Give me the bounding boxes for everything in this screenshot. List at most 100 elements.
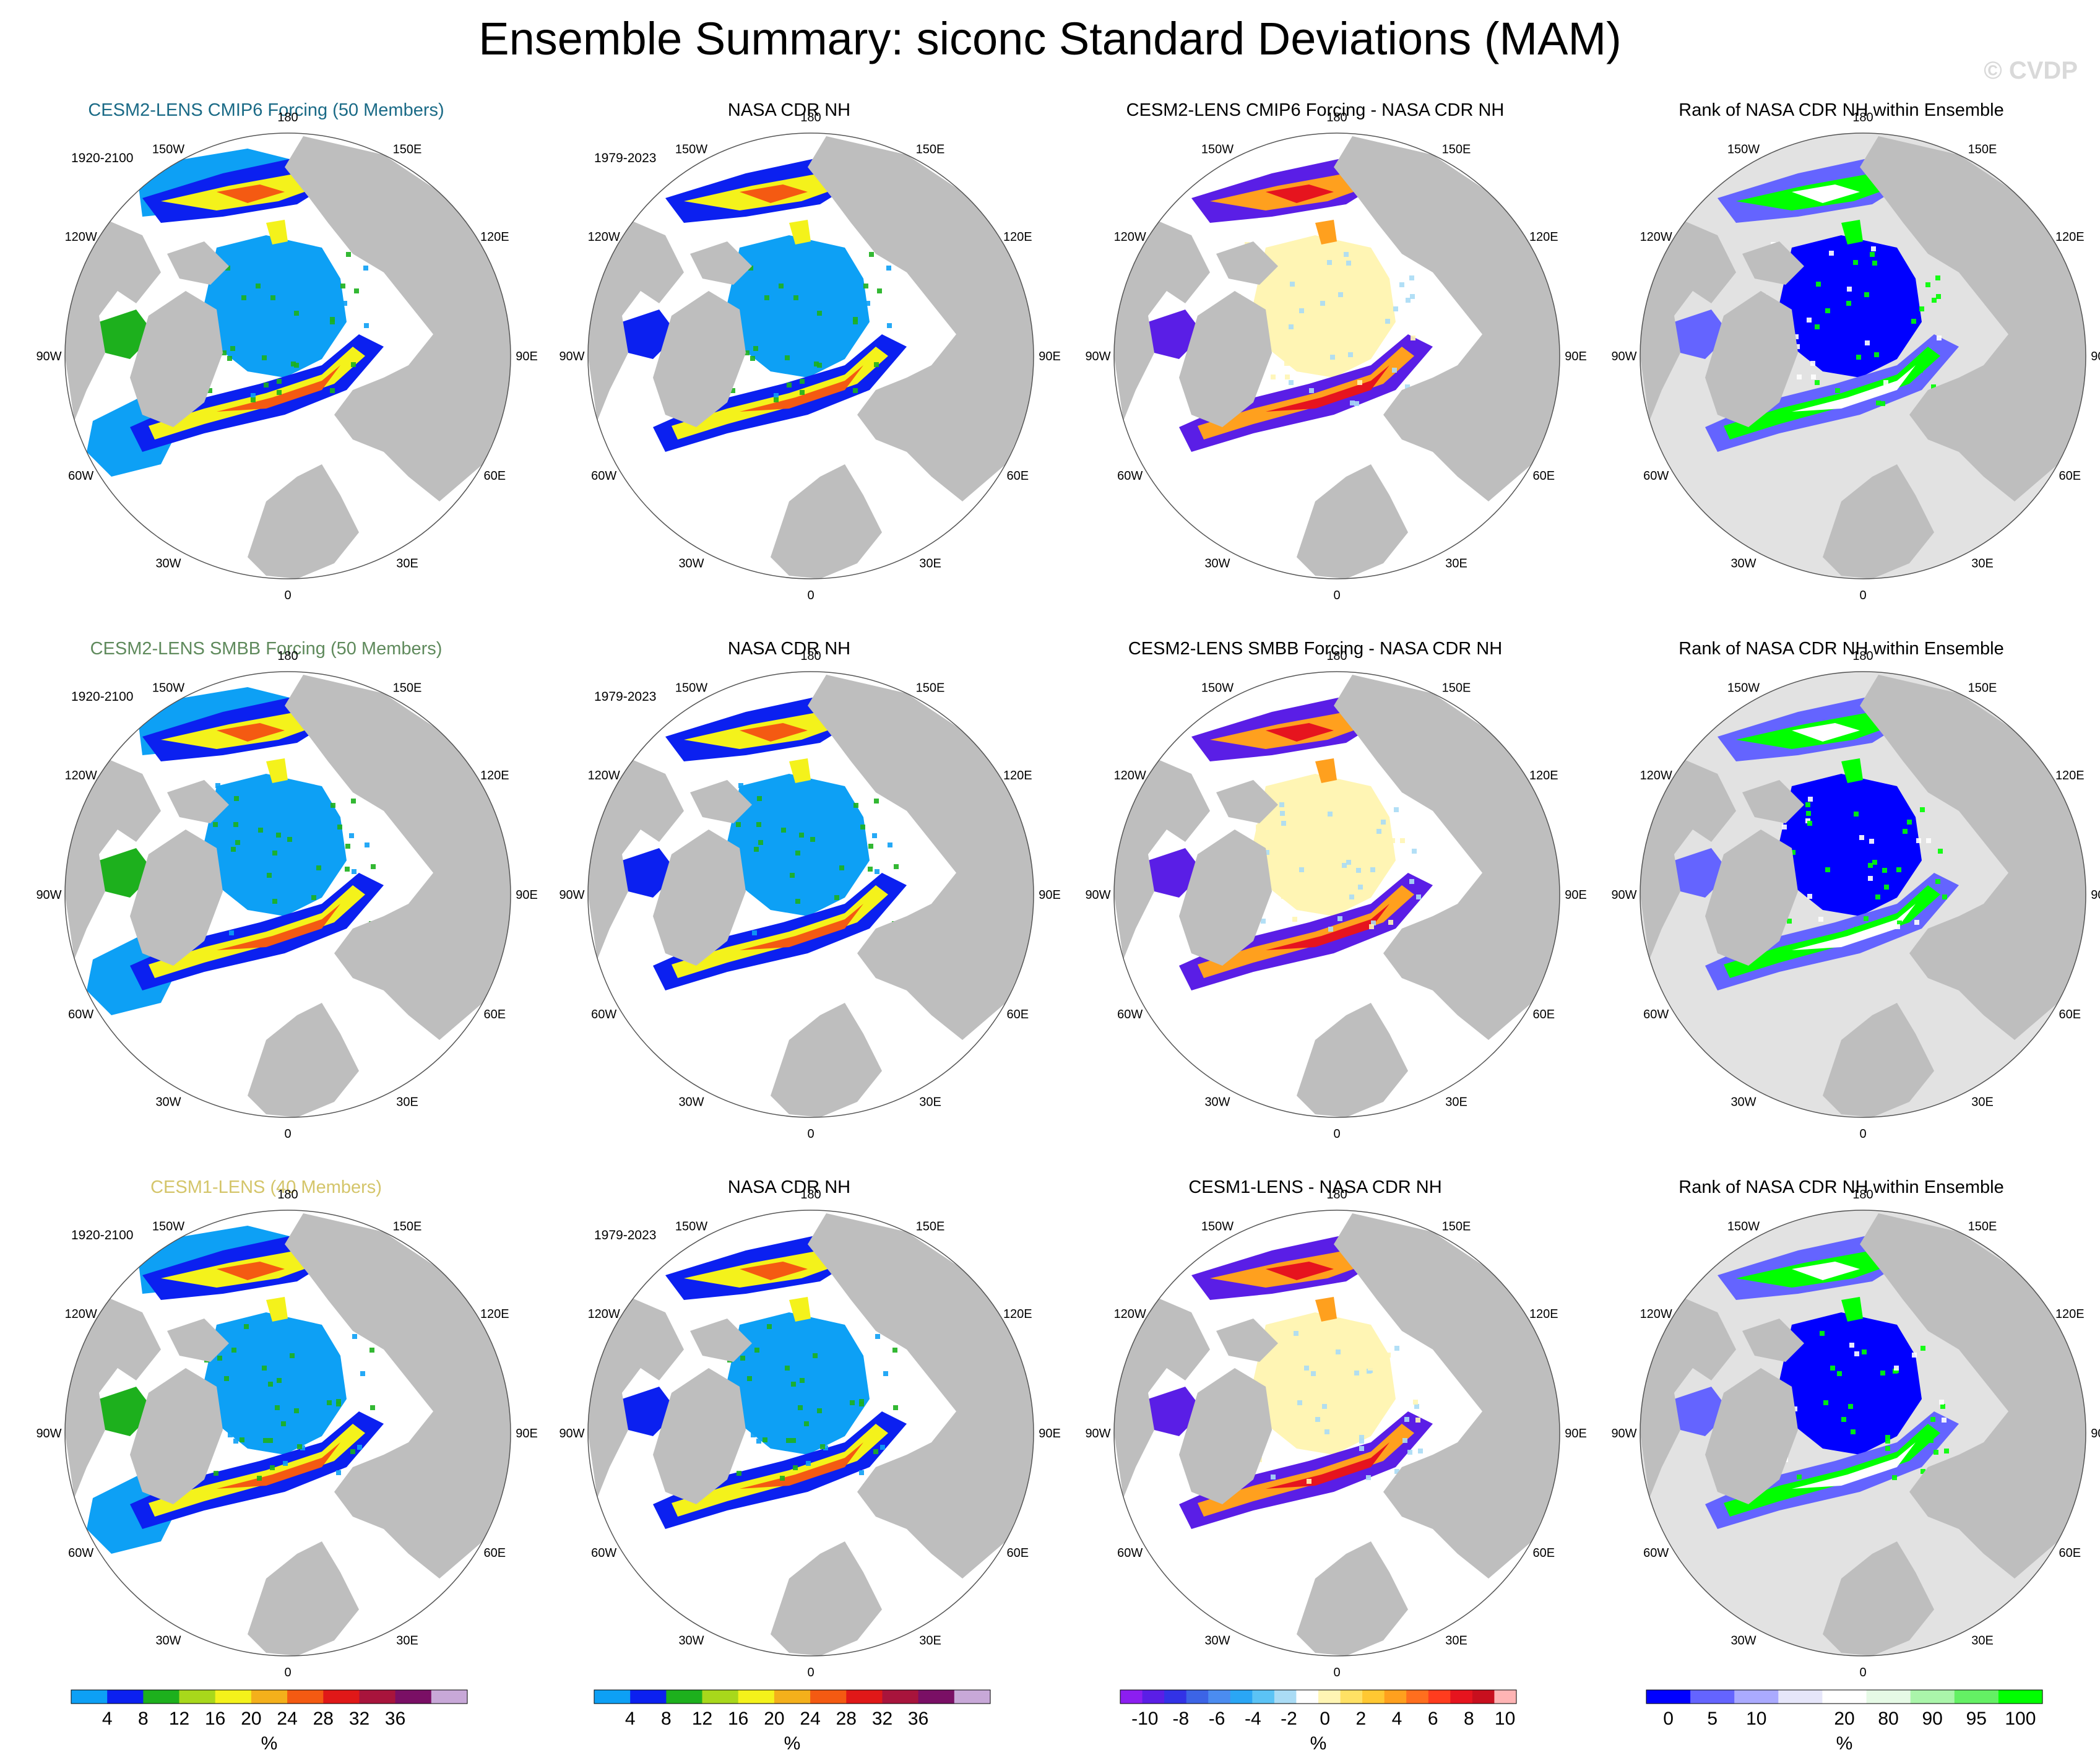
colorbar-tick-label: 16 <box>205 1709 225 1729</box>
obs-map: 180 150E 120E 90E 60E 30E 0 30W 60W 90W 120W 150W <box>559 649 1060 1141</box>
colorbar-tick-label: -2 <box>1281 1709 1297 1729</box>
longitude-label: 60E <box>484 469 506 483</box>
colorbar-swatch <box>1406 1690 1429 1704</box>
longitude-label: 30E <box>1445 1634 1467 1647</box>
longitude-label: 150E <box>393 143 422 157</box>
longitude-label: 60W <box>1117 469 1143 483</box>
colorbar-swatch <box>1384 1690 1407 1704</box>
longitude-label: 150W <box>1727 143 1760 157</box>
colorbar-tick-label: 95 <box>1966 1709 1987 1729</box>
colorbar-swatch <box>1252 1690 1275 1704</box>
longitude-label: 0 <box>807 589 814 602</box>
longitude-label: 90E <box>1565 350 1587 363</box>
longitude-label: 60E <box>1007 469 1029 483</box>
period-label: 1920-2100 <box>71 690 134 704</box>
colorbar-swatch <box>1120 1690 1143 1704</box>
colorbar-tick-label: 20 <box>1834 1709 1854 1729</box>
colorbar-units: % <box>1310 1733 1327 1754</box>
longitude-label: 30E <box>1971 1634 1994 1647</box>
colorbar-units: % <box>784 1733 801 1754</box>
longitude-label: 0 <box>1859 1127 1866 1141</box>
longitude-label: 90E <box>516 888 538 902</box>
longitude-label: 60W <box>1643 1546 1669 1560</box>
longitude-label: 0 <box>284 589 291 602</box>
longitude-label: 30W <box>155 1095 181 1109</box>
colorbar-swatch <box>359 1690 396 1704</box>
longitude-label: 120E <box>480 230 509 244</box>
longitude-label: 0 <box>1859 1666 1866 1679</box>
longitude-label: 60W <box>591 469 616 483</box>
longitude-label: 60E <box>1533 1008 1555 1021</box>
figure-title: Ensemble Summary: siconc Standard Deviat… <box>478 13 1622 64</box>
longitude-label: 90E <box>516 1427 538 1440</box>
colorbar-swatch <box>1142 1690 1165 1704</box>
colorbar-tick-label: -8 <box>1173 1709 1190 1729</box>
colorbar-swatch <box>431 1690 468 1704</box>
longitude-label: 60W <box>1117 1008 1143 1021</box>
colorbar-swatch <box>215 1690 252 1704</box>
obs-map: 180 150E 120E 90E 60E 30E 0 30W 60W 90W 120W 150W <box>559 111 1060 602</box>
colorbar-tick-label: 80 <box>1878 1709 1898 1729</box>
longitude-label: 90W <box>1085 350 1110 363</box>
longitude-label: 150W <box>1201 143 1234 157</box>
longitude-label: 150E <box>1442 143 1471 157</box>
longitude-label: 0 <box>1333 589 1340 602</box>
longitude-label: 0 <box>1859 589 1866 602</box>
longitude-label: 60W <box>1643 469 1669 483</box>
longitude-label: 150W <box>1727 1220 1760 1234</box>
colorbar-swatch <box>1646 1690 1691 1704</box>
colorbar-tick-label: 2 <box>1355 1709 1366 1729</box>
longitude-label: 120E <box>1003 230 1032 244</box>
longitude-label: 0 <box>284 1666 291 1679</box>
longitude-label: 30W <box>155 1634 181 1647</box>
panel-title: CESM2-LENS CMIP6 Forcing (50 Members) <box>88 100 444 120</box>
colorbar-tick-label: 8 <box>138 1709 149 1729</box>
longitude-label: 0 <box>1333 1127 1340 1141</box>
colorbar-swatch <box>1274 1690 1297 1704</box>
longitude-label: 120W <box>65 1307 97 1321</box>
colorbar-tick-label: 36 <box>908 1709 928 1729</box>
longitude-label: 120E <box>1003 1307 1032 1321</box>
ens-map: 180 150E 120E 90E 60E 30E 0 30W 60W 90W 120W 150W <box>36 649 537 1141</box>
diff-map: 180 150E 120E 90E 60E 30E 0 30W 60W 90W 120W 150W <box>1085 649 1586 1141</box>
rank-panel: Rank of NASA CDR NH within Ensemble 180 15… <box>1603 1176 2100 1709</box>
colorbar-rank: 0 5 10 20 80 90 95 100% <box>1646 1689 2043 1758</box>
colorbar-swatch <box>882 1690 919 1704</box>
longitude-label: 150E <box>1442 1220 1471 1234</box>
longitude-label: 90W <box>559 1427 584 1440</box>
ens-panel: CESM2-LENS SMBB Forcing (50 Members) 1920… <box>28 638 537 1170</box>
colorbar-swatch <box>1690 1690 1735 1704</box>
colorbar-tick-label: -4 <box>1245 1709 1261 1729</box>
longitude-label: 150E <box>1968 682 1997 695</box>
longitude-label: 150E <box>1968 143 1997 157</box>
colorbar-tick-label: 0 <box>1663 1709 1674 1729</box>
longitude-label: 150E <box>393 682 422 695</box>
longitude-label: 120W <box>65 769 97 782</box>
longitude-label: 60W <box>591 1546 616 1560</box>
colorbar-tick-label: 4 <box>625 1709 636 1729</box>
longitude-label: 90E <box>1039 888 1061 902</box>
colorbar-swatch <box>630 1690 667 1704</box>
obs-map: 180 150E 120E 90E 60E 30E 0 30W 60W 90W 120W 150W <box>559 1188 1060 1679</box>
period-label: 1920-2100 <box>71 1228 134 1242</box>
colorbar-tick-label: 12 <box>692 1709 712 1729</box>
rank-panel: Rank of NASA CDR NH within Ensemble 180 15… <box>1603 638 2100 1170</box>
colorbar-tick-label: 36 <box>385 1709 405 1729</box>
longitude-label: 60W <box>1643 1008 1669 1021</box>
longitude-label: 180 <box>1326 649 1347 663</box>
period-label: 1979-2023 <box>594 690 657 704</box>
longitude-label: 120W <box>1114 769 1146 782</box>
longitude-label: 90W <box>1085 888 1110 902</box>
colorbar-swatch <box>1186 1690 1209 1704</box>
panel-title: Rank of NASA CDR NH within Ensemble <box>1679 100 2004 120</box>
panel-title: CESM1-LENS - NASA CDR NH <box>1188 1177 1442 1197</box>
colorbar-tick-label: 4 <box>102 1709 113 1729</box>
colorbar-swatch <box>918 1690 955 1704</box>
longitude-label: 0 <box>284 1127 291 1141</box>
longitude-label: 180 <box>1326 111 1347 124</box>
colorbar-swatch <box>666 1690 703 1704</box>
colorbar-tick-label: 8 <box>1464 1709 1474 1729</box>
longitude-label: 150W <box>152 682 184 695</box>
longitude-label: 30E <box>919 557 941 570</box>
longitude-label: 150E <box>1442 682 1471 695</box>
